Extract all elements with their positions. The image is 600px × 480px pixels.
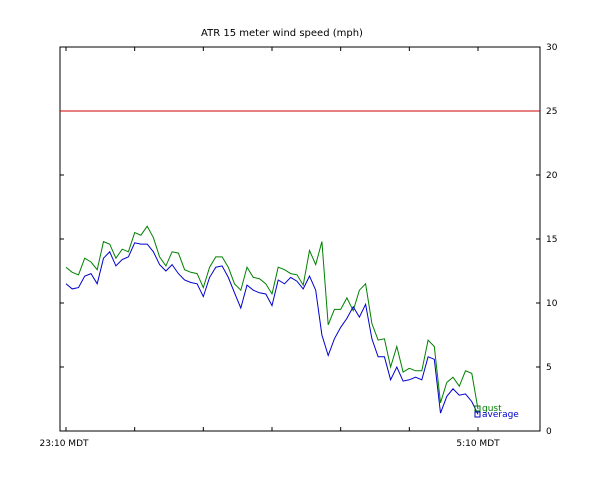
y-tick-label: 15 bbox=[546, 235, 557, 245]
y-tick-label: 30 bbox=[546, 43, 558, 53]
series-line-gust bbox=[65, 225, 479, 410]
y-axis: 0 5 10 15 20 25 30 bbox=[60, 43, 558, 437]
series-line-average bbox=[65, 242, 479, 415]
legend-marker-gust bbox=[474, 405, 481, 412]
chart-title: ATR 15 meter wind speed (mph) bbox=[201, 28, 363, 39]
y-tick-label: 20 bbox=[546, 171, 558, 181]
x-tick-label-start: 23:10 MDT bbox=[40, 439, 89, 449]
x-tick-label-end: 5:10 MDT bbox=[456, 439, 500, 449]
series-layer bbox=[65, 225, 479, 415]
x-axis bbox=[65, 47, 479, 431]
legend-label-average: average bbox=[482, 410, 519, 420]
legend-marker-average bbox=[474, 411, 481, 418]
y-tick-label: 10 bbox=[546, 299, 558, 309]
y-tick-label: 25 bbox=[546, 107, 557, 117]
y-tick-label: 5 bbox=[546, 363, 552, 373]
legend-label-gust: gust bbox=[482, 404, 502, 414]
plot-frame bbox=[59, 46, 541, 432]
y-tick-label: 0 bbox=[546, 427, 552, 437]
